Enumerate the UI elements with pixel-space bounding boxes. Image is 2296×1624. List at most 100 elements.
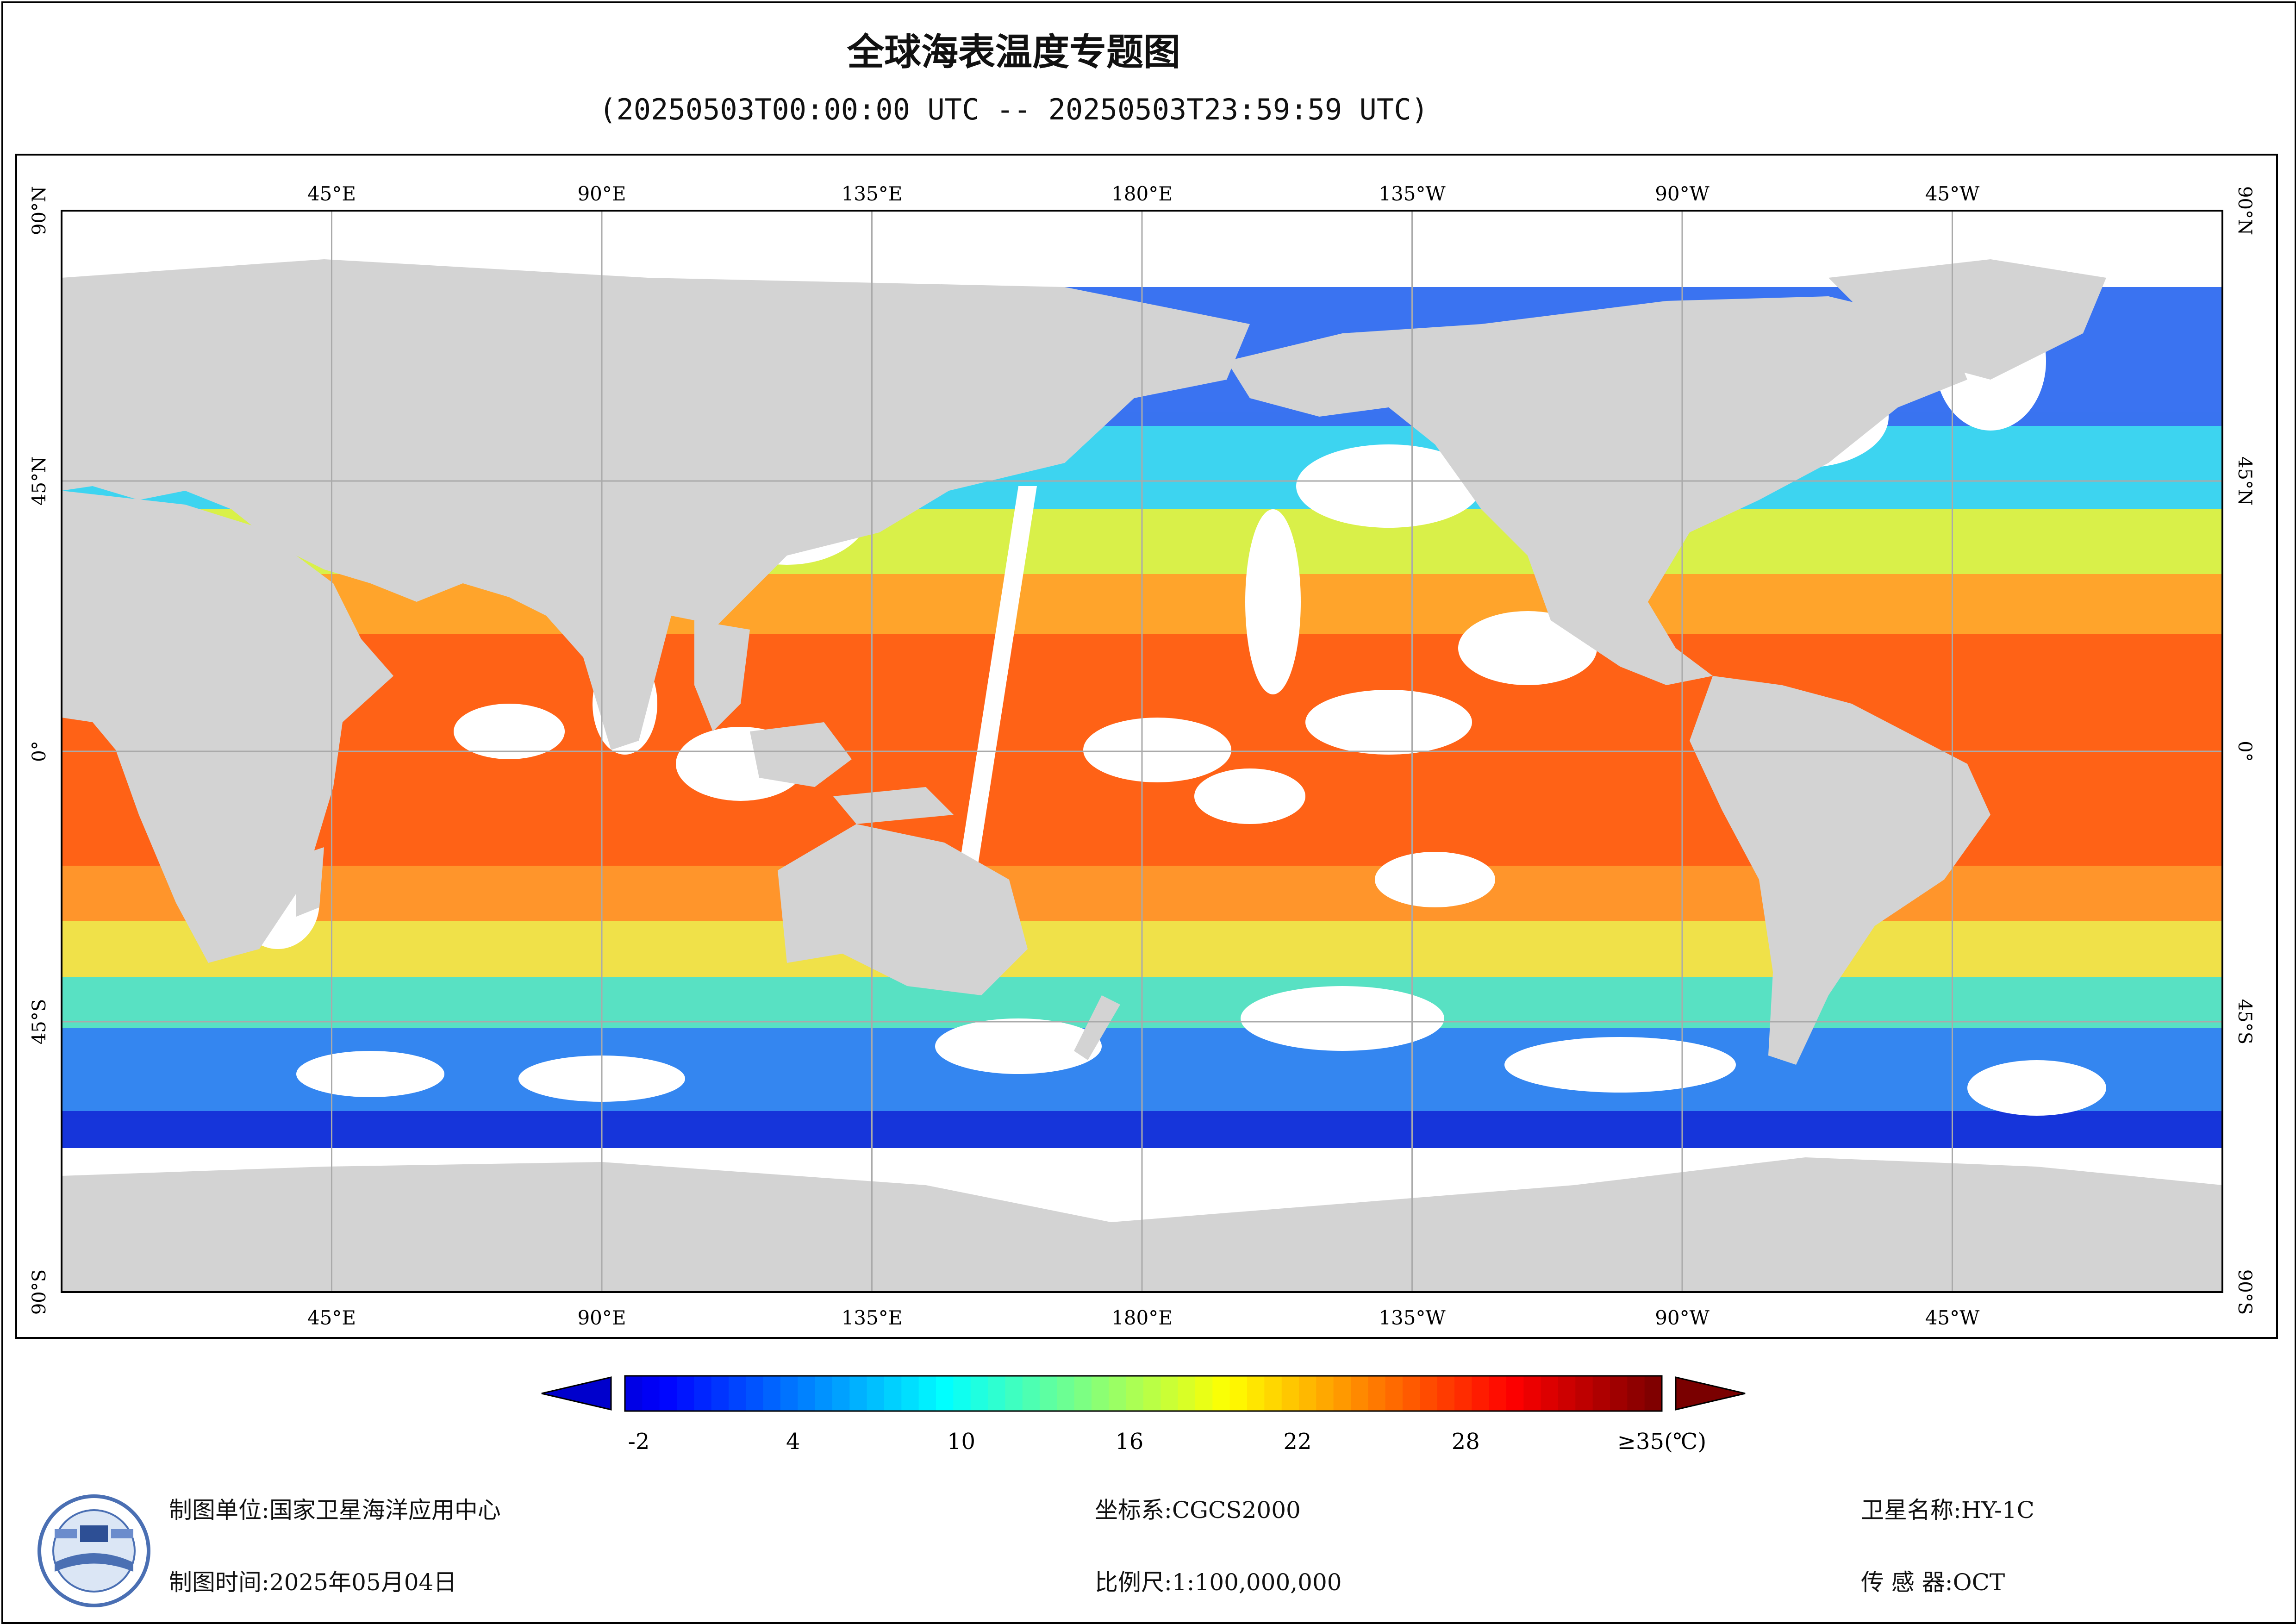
cartography-unit-value: 国家卫星海洋应用中心 — [269, 1497, 501, 1524]
top-lon-label: 90°E — [577, 182, 626, 205]
colorbar-cell — [1644, 1376, 1662, 1411]
left-lat-label: 90°N — [29, 186, 50, 235]
colorbar-cell — [625, 1376, 643, 1411]
colorbar-cell — [1074, 1376, 1092, 1411]
sensor-name-label: 传 感 器: — [1861, 1569, 1953, 1596]
colorbar-cell — [1627, 1376, 1645, 1411]
colorbar-tick-label: 28 — [1452, 1429, 1480, 1455]
colorbar-cell — [1351, 1376, 1369, 1411]
colorbar-cell — [901, 1376, 919, 1411]
colorbar-tick-label: -2 — [628, 1429, 650, 1455]
cartography-date: 制图时间:2025年05月04日 — [169, 1564, 456, 1597]
colorbar-cell — [1575, 1376, 1593, 1411]
colorbar-tick-labels: -2 4 10 16 22 28 ≥35(℃) — [628, 1429, 1707, 1455]
left-lat-label: 0° — [29, 741, 50, 762]
colorbar-cell — [1143, 1376, 1161, 1411]
sensor-name-value: OCT — [1953, 1569, 2005, 1596]
colorbar-tick-label: ≥35(℃) — [1617, 1429, 1706, 1455]
colorbar-over-arrow — [1675, 1376, 1746, 1411]
colorbar-tick-label: 4 — [786, 1429, 800, 1455]
colorbar-cell — [849, 1376, 867, 1411]
colorbar-cell — [815, 1376, 833, 1411]
top-longitude-labels: 45°E 90°E 135°E 180°E 135°W 90°W 45°W — [307, 182, 1980, 205]
colorbar-cell — [642, 1376, 660, 1411]
map-scale-value: 1:100,000,000 — [1172, 1569, 1342, 1596]
top-lon-label: 90°W — [1655, 182, 1710, 205]
colorbar-cells — [625, 1376, 1662, 1411]
sst-map[interactable]: 45°E 90°E 135°E 180°E 135°W 90°W 45°W 45°E 90°E… — [0, 0, 2296, 1389]
colorbar-cell — [832, 1376, 850, 1411]
colorbar-cell — [1195, 1376, 1213, 1411]
colorbar-cell — [988, 1376, 1006, 1411]
map-border — [61, 210, 2223, 1293]
left-lat-label: 45°N — [29, 456, 50, 506]
satellite-ocean-logo — [37, 1494, 150, 1607]
right-latitude-labels: 90°N 45°N 0° 45°S 90°S — [2234, 186, 2255, 1315]
colorbar-cell — [1229, 1376, 1248, 1411]
colorbar-cell — [1420, 1376, 1438, 1411]
map-scale-label: 比例尺: — [1095, 1569, 1172, 1596]
bottom-lon-label: 90°E — [577, 1306, 626, 1329]
colorbar-cell — [1489, 1376, 1507, 1411]
colorbar-cell — [1316, 1376, 1334, 1411]
colorbar-cell — [1403, 1376, 1421, 1411]
colorbar-cell — [711, 1376, 729, 1411]
colorbar-cell — [970, 1376, 988, 1411]
bottom-lon-label: 135°W — [1379, 1306, 1446, 1329]
temperature-colorbar: -2 4 10 16 22 28 ≥35(℃) — [541, 1375, 1746, 1455]
map-scale: 比例尺:1:100,000,000 — [1095, 1564, 1342, 1597]
right-lat-label: 0° — [2234, 741, 2255, 762]
coordinate-system-label: 坐标系: — [1095, 1497, 1172, 1524]
colorbar-cell — [677, 1376, 695, 1411]
colorbar-cell — [1592, 1376, 1610, 1411]
right-lat-label: 90°S — [2234, 1269, 2255, 1315]
right-lat-label: 45°S — [2234, 999, 2255, 1044]
satellite-name-label: 卫星名称: — [1861, 1497, 1961, 1524]
colorbar-cell — [1247, 1376, 1265, 1411]
colorbar-cell — [1264, 1376, 1282, 1411]
left-latitude-labels: 90°N 45°N 0° 45°S 90°S — [29, 186, 50, 1315]
bottom-lon-label: 45°W — [1925, 1306, 1980, 1329]
sensor-name: 传 感 器:OCT — [1861, 1564, 2005, 1597]
right-lat-label: 45°N — [2234, 456, 2255, 506]
top-lon-label: 45°E — [307, 182, 356, 205]
top-lon-label: 135°W — [1379, 182, 1446, 205]
colorbar-cell — [780, 1376, 799, 1411]
colorbar-cell — [1109, 1376, 1127, 1411]
coordinate-system: 坐标系:CGCS2000 — [1095, 1492, 1301, 1525]
colorbar-cell — [1437, 1376, 1455, 1411]
bottom-longitude-labels: 45°E 90°E 135°E 180°E 135°W 90°W 45°W — [307, 1306, 1980, 1329]
cartography-date-value: 2025年05月04日 — [269, 1569, 457, 1596]
top-lon-label: 45°W — [1925, 182, 1980, 205]
bottom-lon-label: 45°E — [307, 1306, 356, 1329]
colorbar-cell — [1299, 1376, 1317, 1411]
graticule — [62, 211, 2222, 1292]
bottom-lon-label: 180°E — [1111, 1306, 1173, 1329]
colorbar-cell — [918, 1376, 936, 1411]
colorbar-tick-label: 16 — [1115, 1429, 1143, 1455]
colorbar-cell — [1212, 1376, 1230, 1411]
bottom-lon-label: 90°W — [1655, 1306, 1710, 1329]
colorbar-cell — [1333, 1376, 1351, 1411]
cartography-unit-label: 制图单位: — [169, 1497, 269, 1524]
coordinate-system-value: CGCS2000 — [1172, 1497, 1301, 1524]
colorbar-cell — [953, 1376, 971, 1411]
colorbar-cell — [746, 1376, 764, 1411]
colorbar-cell — [1126, 1376, 1144, 1411]
top-lon-label: 180°E — [1111, 182, 1173, 205]
colorbar-cell — [659, 1376, 677, 1411]
colorbar-cell — [867, 1376, 885, 1411]
left-lat-label: 90°S — [29, 1269, 50, 1315]
right-lat-label: 90°N — [2234, 186, 2255, 235]
left-lat-label: 45°S — [29, 999, 50, 1044]
satellite-name-value: HY-1C — [1961, 1497, 2034, 1524]
colorbar-cell — [1160, 1376, 1179, 1411]
colorbar-cell — [1022, 1376, 1040, 1411]
map-frame — [15, 154, 2278, 1339]
time-range-subtitle: (20250503T00:00:00 UTC -- 20250503T23:59… — [599, 93, 1429, 126]
colorbar-cell — [1057, 1376, 1075, 1411]
colorbar-cell — [1005, 1376, 1023, 1411]
colorbar-cell — [1454, 1376, 1472, 1411]
cartography-date-label: 制图时间: — [169, 1569, 269, 1596]
